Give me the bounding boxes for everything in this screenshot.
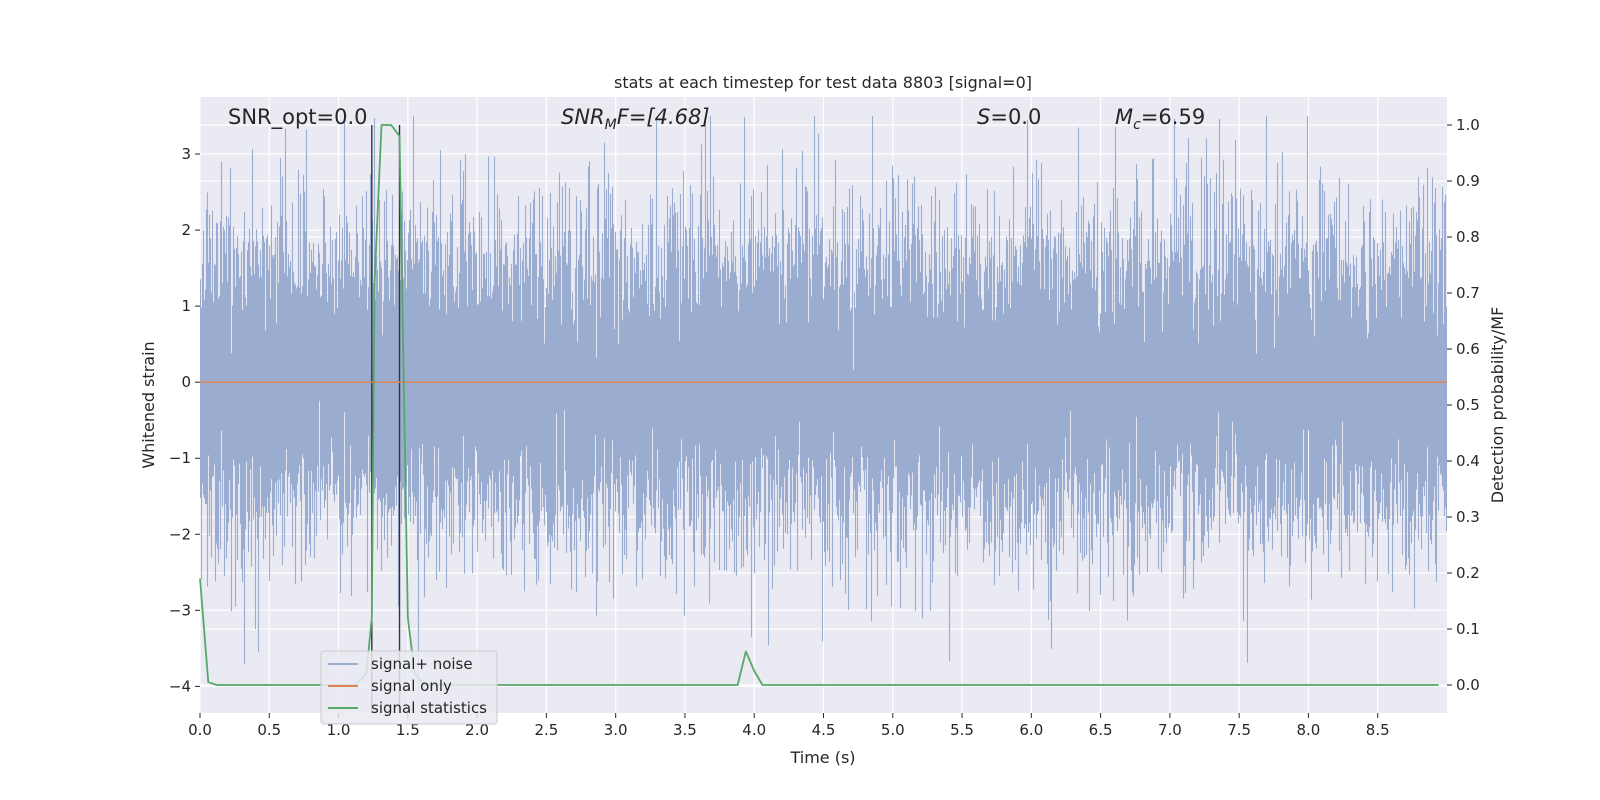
x-tick-label-12: 6.0 bbox=[1019, 721, 1043, 739]
x-tick-label-11: 5.5 bbox=[950, 721, 974, 739]
annotation-snr-opt: SNR_opt=0.0 bbox=[228, 105, 368, 130]
y-right-tick-label-1: 0.1 bbox=[1456, 620, 1480, 638]
y-right-axis-label: Detection probability/MF bbox=[1488, 307, 1507, 504]
y-right-tick-label-2: 0.2 bbox=[1456, 564, 1480, 582]
x-tick-label-8: 4.0 bbox=[742, 721, 766, 739]
x-tick-label-16: 8.0 bbox=[1297, 721, 1321, 739]
annotation-snr-mf: SNRMF=[4.68] bbox=[561, 105, 710, 133]
y-right-tick-label-3: 0.3 bbox=[1456, 508, 1480, 526]
x-tick-label-15: 7.5 bbox=[1227, 721, 1251, 739]
x-tick-label-7: 3.5 bbox=[673, 721, 697, 739]
x-tick-label-4: 2.0 bbox=[465, 721, 489, 739]
x-axis-ticks: 0.0 0.5 1.0 1.5 2.0 2.5 3.0 3.5 4.0 4.5 5.0 5.5 6.0 6… bbox=[188, 713, 1390, 739]
legend-box bbox=[320, 650, 498, 725]
x-tick-label-5: 2.5 bbox=[534, 721, 558, 739]
x-tick-label-0: 0.0 bbox=[188, 721, 212, 739]
y-right-axis-ticks: 0.0 0.1 0.2 0.3 0.4 0.5 0.6 0.7 0.8 0.9 1.0 bbox=[1447, 116, 1480, 694]
x-tick-label-10: 5.0 bbox=[881, 721, 905, 739]
y-right-tick-label-0: 0.0 bbox=[1456, 676, 1480, 694]
x-axis-label: Time (s) bbox=[789, 748, 855, 767]
annotation-s: S=0.0 bbox=[977, 105, 1041, 129]
x-tick-label-13: 6.5 bbox=[1089, 721, 1113, 739]
y-right-tick-label-10: 1.0 bbox=[1456, 116, 1480, 134]
legend: signal+ noise signal only signal statist… bbox=[320, 650, 498, 725]
y-left-tick-label-2: −2 bbox=[169, 525, 191, 543]
y-left-tick-label-3: −1 bbox=[169, 449, 191, 467]
x-tick-label-6: 3.0 bbox=[604, 721, 628, 739]
y-left-tick-label-7: 3 bbox=[181, 145, 191, 163]
x-tick-label-2: 1.0 bbox=[327, 721, 351, 739]
y-right-tick-label-4: 0.4 bbox=[1456, 452, 1480, 470]
y-left-tick-label-1: −3 bbox=[169, 601, 191, 619]
legend-label-signal-noise: signal+ noise bbox=[371, 655, 473, 673]
legend-label-signal-only: signal only bbox=[371, 677, 452, 695]
x-tick-label-9: 4.5 bbox=[812, 721, 836, 739]
x-tick-label-14: 7.0 bbox=[1158, 721, 1182, 739]
y-left-axis-ticks: −4 −3 −2 −1 0 1 2 3 bbox=[169, 145, 200, 695]
y-left-axis-label: Whitened strain bbox=[139, 341, 158, 468]
signal-noise-series bbox=[199, 116, 1448, 691]
y-right-tick-label-9: 0.9 bbox=[1456, 172, 1480, 190]
x-tick-label-17: 8.5 bbox=[1366, 721, 1390, 739]
x-tick-label-3: 1.5 bbox=[396, 721, 420, 739]
y-right-tick-label-5: 0.5 bbox=[1456, 396, 1480, 414]
y-left-tick-label-4: 0 bbox=[181, 373, 191, 391]
y-right-tick-label-6: 0.6 bbox=[1456, 340, 1480, 358]
signal-noise-line bbox=[199, 116, 1448, 691]
y-right-tick-label-7: 0.7 bbox=[1456, 284, 1480, 302]
x-tick-label-1: 0.5 bbox=[257, 721, 281, 739]
y-right-tick-label-8: 0.8 bbox=[1456, 228, 1480, 246]
legend-label-signal-statistics: signal statistics bbox=[371, 699, 487, 717]
y-left-tick-label-5: 1 bbox=[181, 297, 191, 315]
y-left-tick-label-0: −4 bbox=[169, 677, 191, 695]
chart-title: stats at each timestep for test data 880… bbox=[614, 73, 1032, 92]
y-left-tick-label-6: 2 bbox=[181, 221, 191, 239]
annotation-mc: Mc=6.59 bbox=[1115, 105, 1205, 133]
